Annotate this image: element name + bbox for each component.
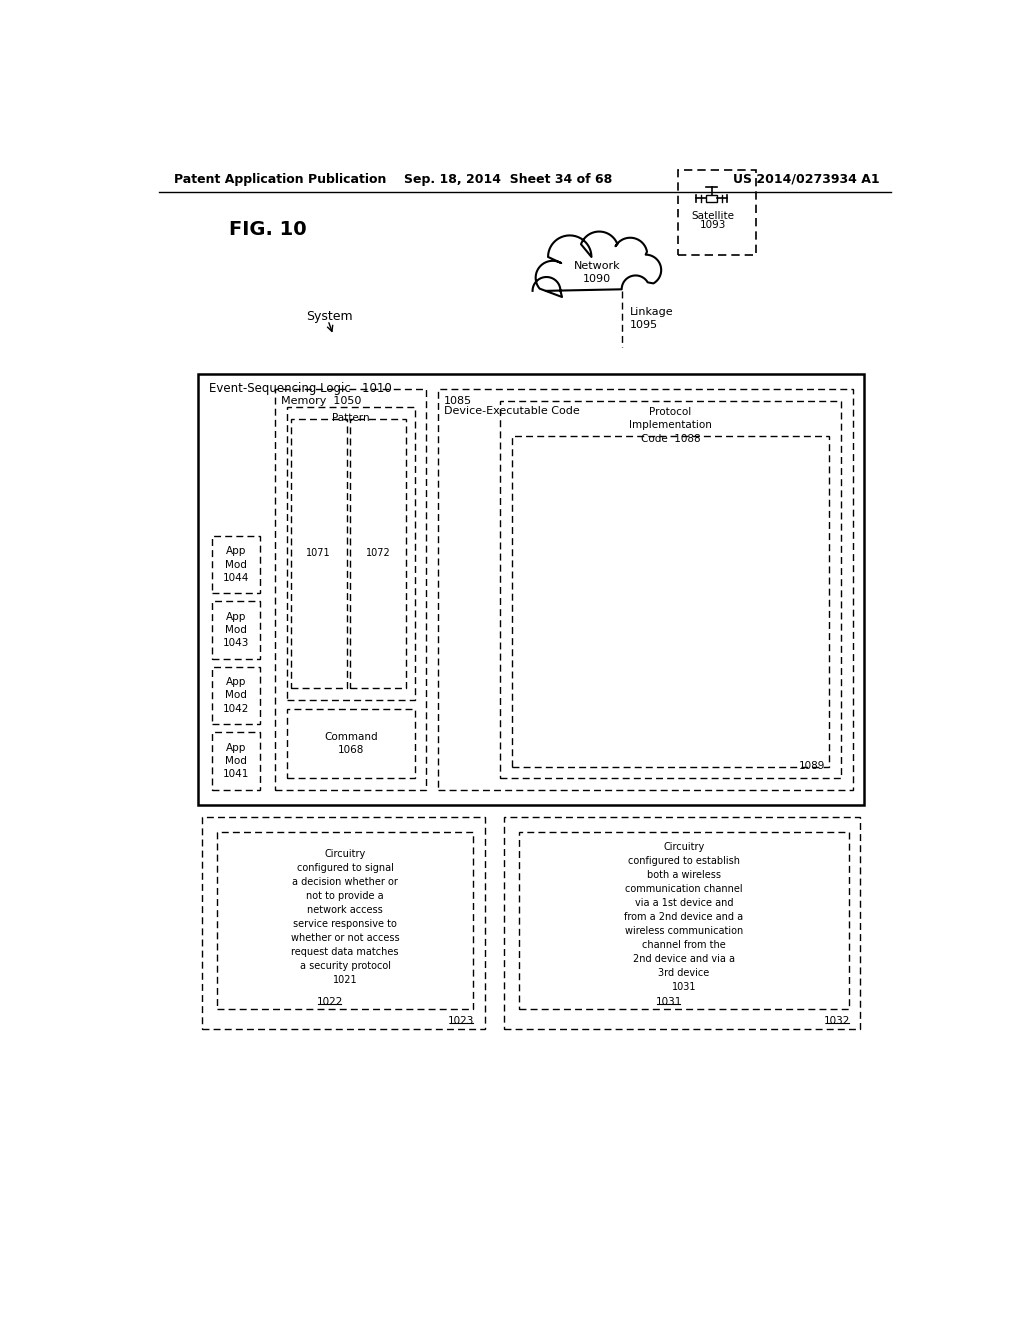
Text: Event-Sequencing Logic   1010: Event-Sequencing Logic 1010 <box>209 381 392 395</box>
Bar <box>202 817 484 1028</box>
Text: App
Mod
1043: App Mod 1043 <box>222 612 249 648</box>
Text: Circuitry
configured to establish
both a wireless
communication channel
via a 1s: Circuitry configured to establish both a… <box>625 842 743 991</box>
Bar <box>212 733 260 789</box>
Bar <box>438 389 853 789</box>
Bar <box>512 436 829 767</box>
Bar <box>350 418 407 688</box>
Bar <box>678 170 756 255</box>
Text: App
Mod
1042: App Mod 1042 <box>222 677 249 714</box>
Bar <box>217 832 473 1010</box>
Text: App
Mod
1041: App Mod 1041 <box>222 743 249 779</box>
Text: 1089: 1089 <box>799 760 825 771</box>
Text: 1031: 1031 <box>655 997 682 1007</box>
Bar <box>500 401 841 779</box>
Bar <box>707 194 717 202</box>
Text: 1032: 1032 <box>824 1016 850 1026</box>
Text: Sep. 18, 2014  Sheet 34 of 68: Sep. 18, 2014 Sheet 34 of 68 <box>403 173 612 186</box>
Text: 1085: 1085 <box>444 396 472 405</box>
Text: Memory  1050: Memory 1050 <box>282 396 361 405</box>
Text: 1023: 1023 <box>449 1016 474 1026</box>
Polygon shape <box>532 231 662 297</box>
Text: Network
1090: Network 1090 <box>573 261 621 284</box>
Bar <box>519 832 849 1010</box>
Text: Command
1068: Command 1068 <box>324 733 378 755</box>
Text: FIG. 10: FIG. 10 <box>228 219 306 239</box>
Text: 1071: 1071 <box>306 548 331 558</box>
Text: App
Mod
1044: App Mod 1044 <box>222 546 249 582</box>
Text: 1022: 1022 <box>316 997 343 1007</box>
Bar <box>504 817 860 1028</box>
Text: US 2014/0273934 A1: US 2014/0273934 A1 <box>733 173 880 186</box>
Text: Pattern: Pattern <box>332 413 370 424</box>
Bar <box>212 536 260 594</box>
Text: Protocol
Implementation
Code  1088: Protocol Implementation Code 1088 <box>629 407 712 444</box>
Text: Satellite: Satellite <box>691 211 734 222</box>
Text: 1072: 1072 <box>366 548 391 558</box>
Bar <box>275 389 426 789</box>
Bar <box>291 418 346 688</box>
Text: 1093: 1093 <box>700 220 726 231</box>
Text: Linkage
1095: Linkage 1095 <box>630 308 674 330</box>
Text: System: System <box>306 310 353 323</box>
Text: Device-Executable Code: Device-Executable Code <box>444 407 580 416</box>
Bar <box>287 709 415 779</box>
Bar <box>212 667 260 725</box>
Text: Circuitry
configured to signal
a decision whether or
not to provide a
network ac: Circuitry configured to signal a decisio… <box>291 849 399 985</box>
Bar <box>198 374 864 805</box>
Bar <box>212 601 260 659</box>
Text: Patent Application Publication: Patent Application Publication <box>174 173 387 186</box>
Bar <box>287 407 415 700</box>
